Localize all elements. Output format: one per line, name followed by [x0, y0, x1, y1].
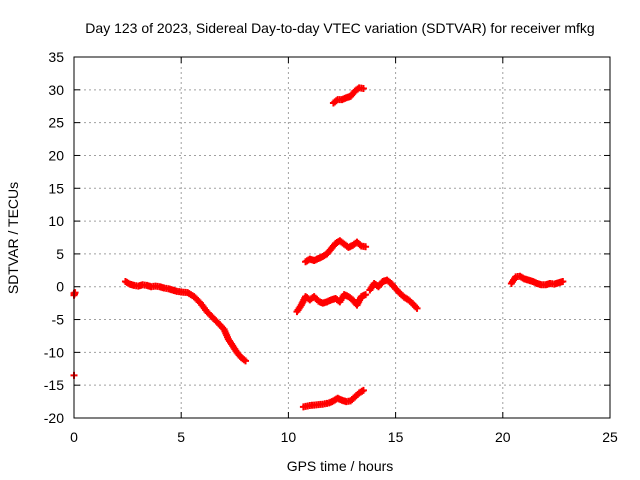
y-tick-label: -20	[44, 410, 64, 426]
chart-title: Day 123 of 2023, Sidereal Day-to-day VTE…	[85, 20, 594, 36]
x-tick-label: 10	[281, 429, 297, 445]
series-track-13.8-16	[366, 276, 421, 312]
data-point	[359, 386, 367, 394]
data-point	[559, 277, 567, 285]
axis-ticks: 0 5 10 15 20 25 -20 -15 -10 -5 0 5 10 15 20 25 30 35	[44, 49, 618, 445]
x-axis-label: GPS time / hours	[287, 458, 394, 474]
series-isolated-1	[70, 289, 79, 299]
series-track-5-8	[177, 288, 250, 365]
y-tick-label: -10	[44, 344, 64, 360]
data-point	[413, 304, 421, 312]
series-track-20.4-22.8	[507, 272, 567, 289]
data-point	[362, 243, 370, 251]
series-track-upper-5	[302, 237, 370, 266]
y-tick-label: 20	[48, 147, 64, 163]
grid-lines	[74, 57, 610, 418]
series-track-10.4-13.8	[293, 291, 370, 316]
y-tick-label: 25	[48, 115, 64, 131]
plot-frame	[73, 56, 611, 419]
series-track-upper-30	[329, 84, 367, 107]
y-tick-label: 0	[56, 279, 64, 295]
x-tick-label: 15	[388, 429, 404, 445]
x-tick-label: 0	[70, 429, 78, 445]
data-point	[362, 291, 370, 299]
data-points	[70, 84, 567, 411]
data-point	[359, 85, 367, 93]
y-tick-label: 10	[48, 213, 64, 229]
y-axis-label: SDTVAR / TECUs	[5, 182, 21, 294]
y-tick-label: 5	[56, 246, 64, 262]
y-tick-label: -5	[52, 312, 65, 328]
x-tick-label: 5	[177, 429, 185, 445]
data-point	[71, 289, 79, 297]
y-tick-label: 35	[48, 49, 64, 65]
data-point	[242, 357, 250, 365]
x-tick-label: 25	[602, 429, 618, 445]
y-tick-label: -15	[44, 377, 64, 393]
x-tick-label: 20	[495, 429, 511, 445]
series-track-lower-18	[299, 386, 367, 411]
y-tick-label: 15	[48, 180, 64, 196]
y-tick-label: 30	[48, 82, 64, 98]
